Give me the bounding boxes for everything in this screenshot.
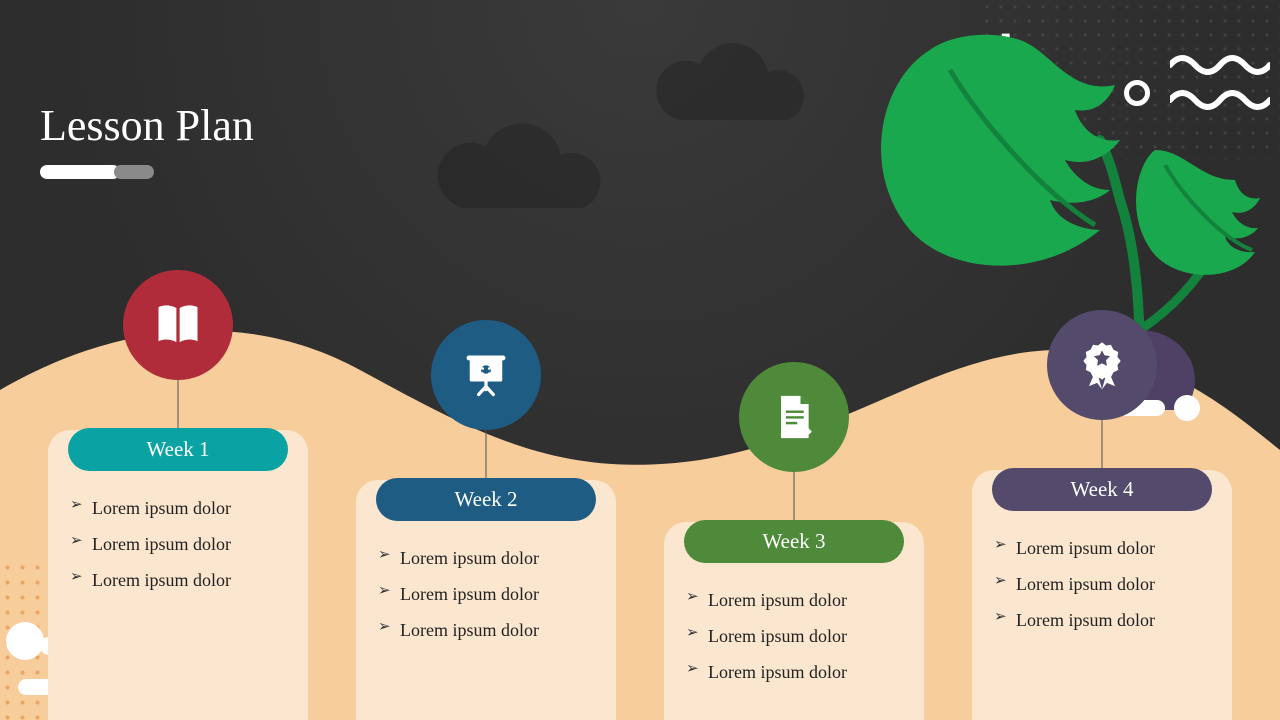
- presentation-icon: [431, 320, 541, 430]
- list-item: Lorem ipsum dolor: [378, 576, 594, 612]
- item-list: Lorem ipsum dolor Lorem ipsum dolor Lore…: [686, 582, 902, 690]
- cloud-decoration: [640, 40, 840, 140]
- item-list: Lorem ipsum dolor Lorem ipsum dolor Lore…: [378, 540, 594, 648]
- list-item: Lorem ipsum dolor: [686, 618, 902, 654]
- item-list: Lorem ipsum dolor Lorem ipsum dolor Lore…: [994, 530, 1210, 638]
- week-card-4: Week 4 Lorem ipsum dolor Lorem ipsum dol…: [972, 470, 1232, 720]
- list-item: Lorem ipsum dolor: [994, 602, 1210, 638]
- week-pill: Week 2: [376, 478, 596, 521]
- list-item: Lorem ipsum dolor: [994, 530, 1210, 566]
- document-icon: [739, 362, 849, 472]
- award-icon: [1047, 310, 1157, 420]
- item-list: Lorem ipsum dolor Lorem ipsum dolor Lore…: [70, 490, 286, 598]
- list-item: Lorem ipsum dolor: [378, 612, 594, 648]
- list-item: Lorem ipsum dolor: [686, 654, 902, 690]
- list-item: Lorem ipsum dolor: [994, 566, 1210, 602]
- connector-line: [1102, 415, 1103, 470]
- connector-line: [178, 375, 179, 430]
- week-card-3: Week 3 Lorem ipsum dolor Lorem ipsum dol…: [664, 522, 924, 720]
- week-pill: Week 4: [992, 468, 1212, 511]
- card-body: Lorem ipsum dolor Lorem ipsum dolor Lore…: [48, 430, 308, 720]
- page-title: Lesson Plan: [40, 100, 254, 151]
- week-card-1: Week 1 Lorem ipsum dolor Lorem ipsum dol…: [48, 430, 308, 720]
- week-cards-row: Week 1 Lorem ipsum dolor Lorem ipsum dol…: [0, 240, 1280, 720]
- list-item: Lorem ipsum dolor: [686, 582, 902, 618]
- title-underline: [40, 165, 154, 179]
- week-card-2: Week 2 Lorem ipsum dolor Lorem ipsum dol…: [356, 480, 616, 720]
- list-item: Lorem ipsum dolor: [378, 540, 594, 576]
- book-icon: [123, 270, 233, 380]
- cloud-decoration: [420, 120, 640, 230]
- week-pill: Week 3: [684, 520, 904, 563]
- week-pill: Week 1: [68, 428, 288, 471]
- connector-line: [794, 467, 795, 522]
- list-item: Lorem ipsum dolor: [70, 490, 286, 526]
- list-item: Lorem ipsum dolor: [70, 526, 286, 562]
- list-item: Lorem ipsum dolor: [70, 562, 286, 598]
- connector-line: [486, 425, 487, 480]
